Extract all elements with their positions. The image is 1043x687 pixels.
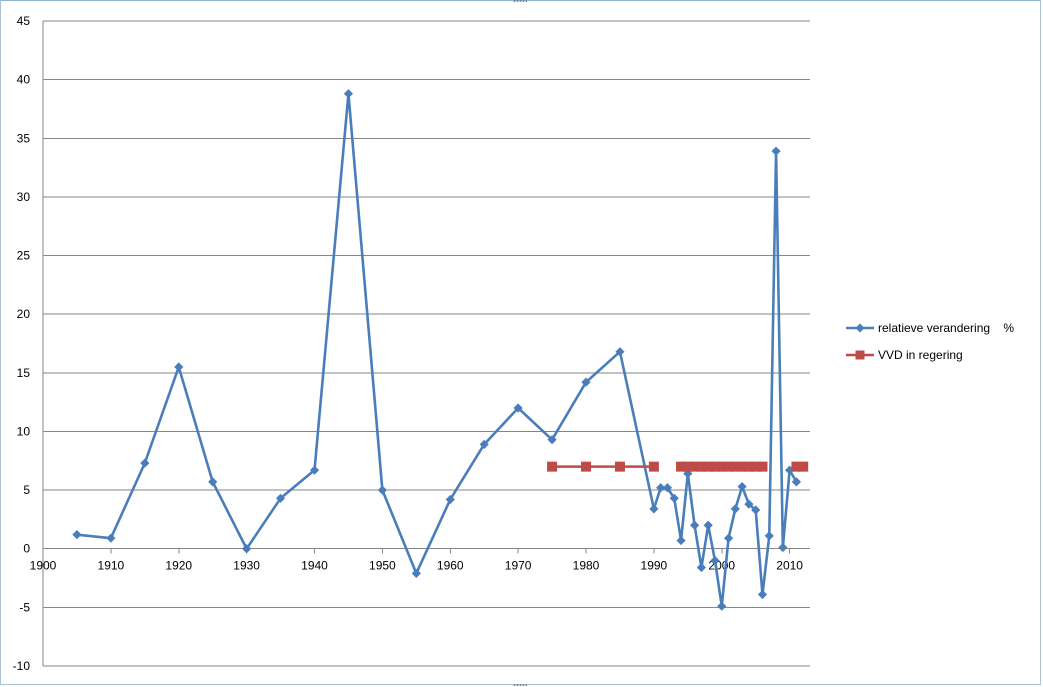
legend: relatieve verandering % VVD in regering [846, 321, 1014, 362]
data-point [791, 461, 802, 472]
y-tick-label: 25 [17, 249, 31, 263]
data-point [690, 520, 700, 530]
data-point [696, 562, 706, 573]
data-point [513, 403, 523, 413]
y-tick-label: 45 [17, 14, 31, 28]
data-point [648, 461, 659, 472]
data-point [751, 505, 761, 515]
data-point [656, 483, 666, 493]
data-point [242, 544, 252, 554]
data-point [723, 533, 734, 543]
resize-handle-bottom[interactable] [513, 683, 527, 687]
data-point [785, 465, 795, 475]
data-point [737, 461, 748, 472]
data-point [547, 435, 557, 445]
legend-item: relatieve verandering % [846, 321, 1014, 335]
data-point [106, 533, 116, 543]
data-point [703, 461, 714, 472]
legend-marker [855, 323, 865, 333]
data-point [581, 461, 592, 472]
data-point [730, 504, 740, 514]
x-tick-label: 1930 [233, 559, 260, 573]
data-point [72, 530, 82, 540]
data-point [614, 461, 625, 472]
x-tick-label: 1900 [30, 559, 57, 573]
data-point [309, 465, 320, 475]
y-axis-tick-labels: -10 -5 0 5 10 15 20 25 30 35 40 45 [13, 14, 31, 673]
legend-label: VVD in regering [878, 348, 963, 362]
x-tick-label: 1990 [641, 559, 668, 573]
data-point [275, 493, 286, 503]
data-point [377, 485, 387, 495]
data-point [744, 499, 754, 509]
data-point [676, 461, 687, 472]
data-point [682, 461, 693, 472]
data-point [547, 461, 558, 472]
data-point [208, 477, 218, 487]
series-vvd-in-regering [547, 461, 809, 472]
data-point [723, 461, 734, 472]
y-tick-label: 0 [23, 542, 30, 556]
plot-area [72, 89, 809, 611]
x-tick-label: 1950 [369, 559, 396, 573]
data-point [669, 493, 679, 503]
data-point [649, 504, 659, 514]
legend-item: VVD in regering [846, 348, 963, 362]
y-tick-label: 5 [23, 483, 30, 497]
series-relatieve-verandering [72, 89, 802, 611]
y-tick-label: -10 [13, 659, 31, 673]
data-point [689, 461, 700, 472]
data-point [174, 362, 184, 372]
y-tick-label: 15 [17, 366, 31, 380]
resize-handle-top[interactable] [513, 0, 527, 3]
legend-marker [855, 350, 865, 360]
data-point [662, 483, 673, 493]
data-point [676, 535, 686, 546]
data-point [479, 439, 489, 449]
gridlines [42, 20, 810, 667]
data-point [581, 377, 591, 387]
data-point [445, 494, 455, 505]
data-point [791, 477, 802, 487]
data-point [716, 461, 727, 472]
y-tick-label: 10 [17, 424, 31, 438]
legend-label: relatieve verandering % [878, 321, 1014, 335]
y-tick-label: 20 [17, 307, 31, 321]
data-point [771, 146, 781, 156]
data-point [717, 601, 727, 611]
data-point [778, 542, 788, 553]
y-tick-label: -5 [19, 600, 30, 614]
x-tick-label: 1940 [301, 559, 328, 573]
data-point [140, 458, 150, 468]
y-tick-label: 30 [17, 190, 31, 204]
data-point [615, 347, 625, 357]
data-point [798, 461, 809, 472]
y-tick-label: 40 [17, 73, 31, 87]
data-point [757, 461, 768, 472]
data-point [696, 461, 707, 472]
series-line [76, 92, 798, 608]
x-tick-label: 1910 [98, 559, 125, 573]
data-point [764, 531, 774, 541]
data-point [743, 461, 754, 472]
x-tick-label: 1960 [437, 559, 464, 573]
x-tick-label: 1920 [165, 559, 192, 573]
data-point [750, 461, 761, 472]
y-tick-label: 35 [17, 131, 31, 145]
data-point [710, 555, 720, 566]
data-point [757, 589, 768, 600]
x-tick-label: 1980 [573, 559, 600, 573]
data-point [709, 461, 720, 472]
x-axis: 1900 1910 1920 1930 1940 1950 1960 1970 1980 1990… [30, 548, 810, 573]
data-point [737, 481, 747, 492]
x-tick-label: 2010 [776, 559, 803, 573]
x-tick-label: 1970 [505, 559, 532, 573]
data-point [730, 461, 741, 472]
data-point [703, 520, 713, 530]
data-point [411, 568, 421, 578]
data-point [343, 89, 354, 99]
